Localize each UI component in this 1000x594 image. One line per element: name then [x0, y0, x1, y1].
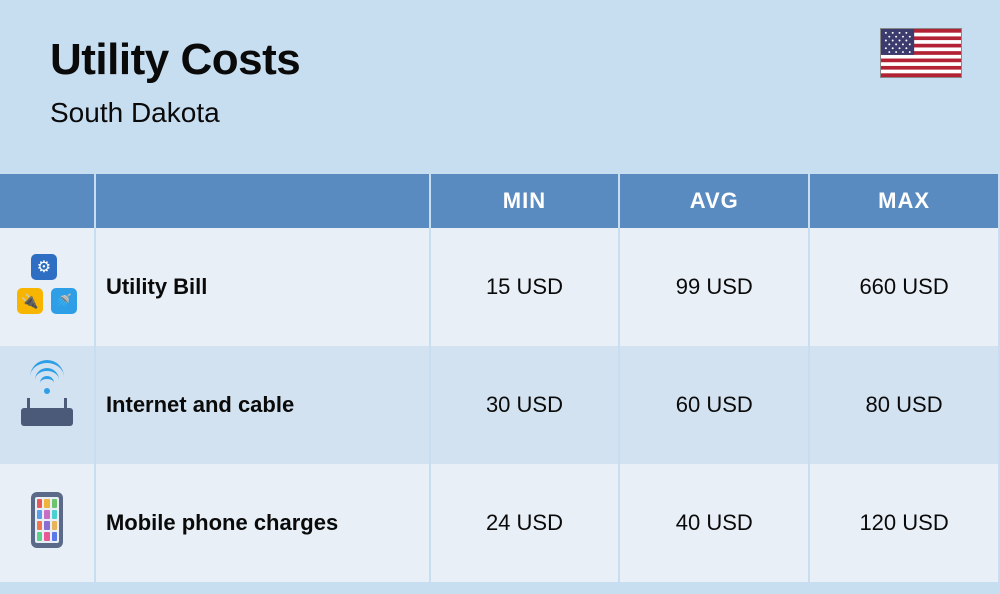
col-header-avg: AVG — [619, 174, 809, 228]
header: Utility Costs South Dakota — [0, 0, 1000, 154]
table-row: Utility Bill 15 USD 99 USD 660 USD — [0, 228, 999, 346]
row-icon-cell — [0, 228, 95, 346]
usa-flag-icon — [880, 28, 962, 78]
cell-avg: 99 USD — [619, 228, 809, 346]
router-icon — [17, 372, 77, 432]
table-header-row: MIN AVG MAX — [0, 174, 999, 228]
cell-max: 80 USD — [809, 346, 999, 464]
cell-max: 120 USD — [809, 464, 999, 582]
col-header-icon — [0, 174, 95, 228]
cell-min: 24 USD — [430, 464, 620, 582]
cell-avg: 60 USD — [619, 346, 809, 464]
page-title: Utility Costs — [50, 35, 950, 85]
row-icon-cell — [0, 464, 95, 582]
row-icon-cell — [0, 346, 95, 464]
cell-max: 660 USD — [809, 228, 999, 346]
costs-table: MIN AVG MAX Utility Bill 15 USD 99 USD 6… — [0, 174, 1000, 582]
col-header-min: MIN — [430, 174, 620, 228]
row-label: Internet and cable — [95, 346, 430, 464]
cell-avg: 40 USD — [619, 464, 809, 582]
page-subtitle: South Dakota — [50, 97, 950, 129]
utility-icon — [17, 254, 77, 314]
row-label: Mobile phone charges — [95, 464, 430, 582]
table-row: Mobile phone charges 24 USD 40 USD 120 U… — [0, 464, 999, 582]
table-row: Internet and cable 30 USD 60 USD 80 USD — [0, 346, 999, 464]
cell-min: 15 USD — [430, 228, 620, 346]
row-label: Utility Bill — [95, 228, 430, 346]
cell-min: 30 USD — [430, 346, 620, 464]
col-header-max: MAX — [809, 174, 999, 228]
phone-icon — [17, 490, 77, 550]
col-header-label — [95, 174, 430, 228]
